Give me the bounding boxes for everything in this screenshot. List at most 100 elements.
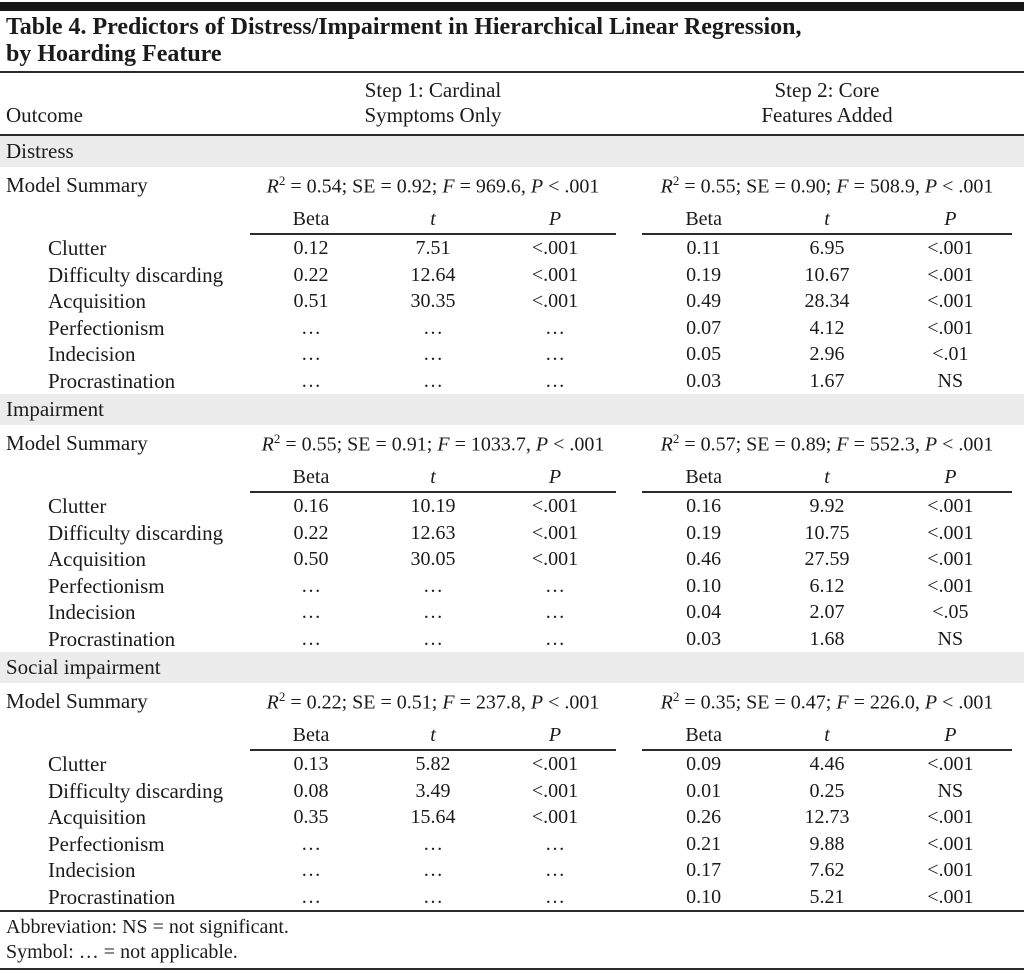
p-value: … <box>545 859 565 881</box>
beta-value: 0.10 <box>686 574 722 597</box>
section-title: Social impairment <box>6 655 161 679</box>
beta-value: 0.10 <box>686 885 722 908</box>
abbreviation-footnote: Abbreviation: NS = not significant. <box>6 916 289 938</box>
beta-value: 0.21 <box>686 832 722 855</box>
step1-values: 0.50 30.05 <.001 <box>250 546 616 573</box>
table-row: Perfectionism … … … 0.07 4.12 <.001 <box>0 315 1024 342</box>
table-row: Difficulty discarding 0.22 12.63 <.001 0… <box>0 520 1024 547</box>
step2-values: 0.17 7.62 <.001 <box>642 857 1012 884</box>
table-footnotes: Abbreviation: NS = not significant. Symb… <box>0 912 1024 968</box>
beta-value: 0.09 <box>686 753 722 775</box>
predictor-label: Difficulty discarding <box>48 778 224 803</box>
beta-value: 0.08 <box>293 779 329 802</box>
step2-values: 0.16 9.92 <.001 <box>642 493 1012 520</box>
p-value: … <box>545 885 565 908</box>
t-value: 10.19 <box>410 495 456 517</box>
t-value: 12.73 <box>804 806 850 828</box>
step2-values: 0.07 4.12 <.001 <box>642 315 1012 342</box>
step1-values: … … … <box>250 368 616 395</box>
predictor-label: Acquisition <box>48 805 146 829</box>
rule-below-title <box>0 71 1024 73</box>
step2-values: 0.03 1.67 NS <box>642 368 1012 395</box>
step2-values: 0.26 12.73 <.001 <box>642 804 1012 831</box>
step1-values: 0.22 12.63 <.001 <box>250 520 616 547</box>
p-value: <.001 <box>927 263 974 286</box>
step2-column-headers: Beta t P <box>642 465 1012 493</box>
p-value: <.05 <box>932 601 969 623</box>
step1-group-header: Step 1: Cardinal Symptoms Only <box>250 78 616 128</box>
t-value: … <box>423 627 443 650</box>
table-row: Procrastination … … … 0.03 1.67 NS <box>0 368 1024 395</box>
predictor-label: Procrastination <box>48 368 176 393</box>
table-row: Perfectionism … … … 0.21 9.88 <.001 <box>0 831 1024 858</box>
table-row: Indecision … … … 0.05 2.96 <.01 <box>0 341 1024 368</box>
predictor-label: Acquisition <box>48 547 146 571</box>
beta-value: 0.17 <box>686 859 722 881</box>
t-value: 28.34 <box>804 290 850 312</box>
beta-value: 0.07 <box>686 316 722 339</box>
model-summary-step1: R2 = 0.22; SE = 0.51; F = 237.8, P < .00… <box>266 688 600 714</box>
p-value: … <box>545 574 565 597</box>
t-value: … <box>423 316 443 339</box>
beta-value: 0.01 <box>686 779 722 802</box>
t-column-header: t <box>430 208 436 230</box>
beta-value: 0.50 <box>293 548 329 570</box>
t-value: 6.12 <box>809 574 845 597</box>
p-value: <.001 <box>927 316 974 339</box>
table-row: Indecision … … … 0.04 2.07 <.05 <box>0 599 1024 626</box>
section-header-band: Distress <box>0 136 1024 167</box>
p-value: … <box>545 601 565 623</box>
predictor-label: Indecision <box>48 600 136 624</box>
beta-value: … <box>301 343 321 365</box>
section-title: Impairment <box>6 397 104 421</box>
table-row: Clutter 0.13 5.82 <.001 0.09 4.46 <.001 <box>0 751 1024 778</box>
t-value: 7.62 <box>809 859 845 881</box>
p-value: … <box>545 627 565 650</box>
p-value: <.001 <box>927 859 974 881</box>
p-column-header: P <box>548 466 562 488</box>
t-column-header: t <box>430 724 436 746</box>
beta-value: 0.12 <box>293 237 329 259</box>
t-value: 2.96 <box>809 343 845 365</box>
step1-values: 0.22 12.64 <.001 <box>250 262 616 289</box>
t-value: 2.07 <box>809 601 845 623</box>
step2-values: 0.05 2.96 <.01 <box>642 341 1012 368</box>
predictor-label: Perfectionism <box>48 831 165 856</box>
predictor-label: Difficulty discarding <box>48 262 224 287</box>
beta-value: 0.19 <box>686 521 722 544</box>
predictor-label: Perfectionism <box>48 573 165 598</box>
step2-group-header: Step 2: Core Features Added <box>642 78 1012 128</box>
p-value: NS <box>937 369 964 392</box>
model-summary-step1: R2 = 0.54; SE = 0.92; F = 969.6, P < .00… <box>266 172 600 198</box>
table-title-line1: Table 4. Predictors of Distress/Impairme… <box>6 14 802 40</box>
beta-value: 0.51 <box>293 290 329 312</box>
step2-header-line2: Features Added <box>761 103 893 127</box>
p-value: <.001 <box>531 806 579 828</box>
predictor-label: Clutter <box>48 494 107 518</box>
predictor-label: Difficulty discarding <box>48 520 224 545</box>
p-column-header: P <box>548 724 562 746</box>
t-value: 5.21 <box>809 885 845 908</box>
section-header-band: Impairment <box>0 394 1024 425</box>
table-row: Indecision … … … 0.17 7.62 <.001 <box>0 857 1024 884</box>
p-column-header: P <box>548 208 562 230</box>
table-row: Procrastination … … … 0.10 5.21 <.001 <box>0 884 1024 911</box>
p-value: … <box>545 316 565 339</box>
p-value: <.001 <box>531 237 579 259</box>
predictor-label: Acquisition <box>48 289 146 313</box>
beta-column-header: Beta <box>292 724 330 746</box>
table-section: Impairment Model Summary R2 = 0.55; SE =… <box>0 394 1024 652</box>
step1-values: 0.51 30.35 <.001 <box>250 288 616 315</box>
p-value: <.001 <box>927 548 974 570</box>
table-body: Distress Model Summary R2 = 0.54; SE = 0… <box>0 136 1024 910</box>
outcome-column-header: Outcome <box>6 103 83 127</box>
step2-values: 0.19 10.67 <.001 <box>642 262 1012 289</box>
t-value: … <box>423 369 443 392</box>
model-summary-row: Model Summary R2 = 0.22; SE = 0.51; F = … <box>0 683 1024 720</box>
step1-values: 0.12 7.51 <.001 <box>250 235 616 262</box>
p-value: <.01 <box>932 343 969 365</box>
beta-column-header: Beta <box>685 208 722 230</box>
step2-column-headers: Beta t P <box>642 207 1012 235</box>
model-summary-row: Model Summary R2 = 0.54; SE = 0.92; F = … <box>0 167 1024 204</box>
beta-value: 0.03 <box>686 627 722 650</box>
